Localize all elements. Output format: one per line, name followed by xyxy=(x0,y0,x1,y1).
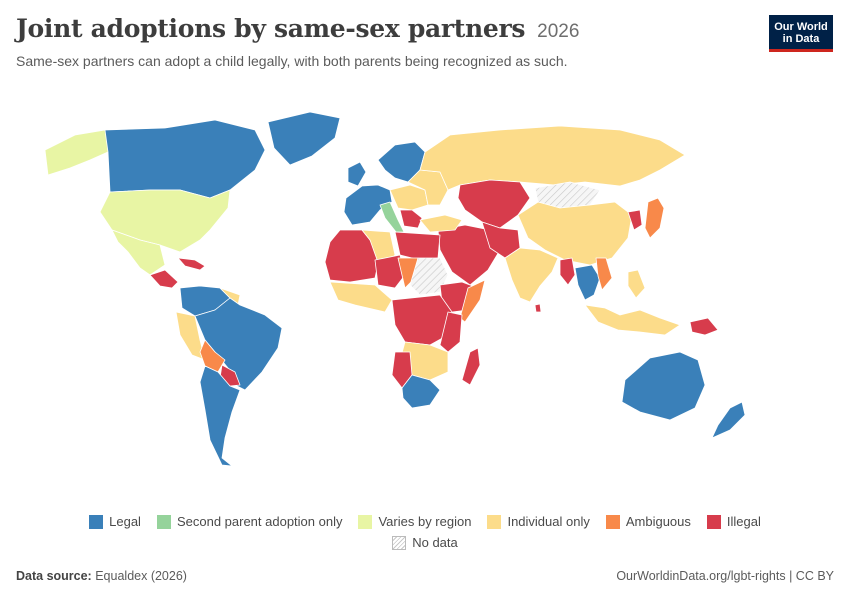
region-new-zealand[interactable] xyxy=(711,401,746,439)
region-sudan[interactable] xyxy=(409,257,449,296)
region-india[interactable] xyxy=(504,247,559,303)
data-source-value: Equaldex (2026) xyxy=(95,569,187,583)
region-japan[interactable] xyxy=(644,197,665,239)
legend-item-illegal[interactable]: Illegal xyxy=(706,514,761,529)
world-map xyxy=(44,111,746,467)
legend-label: No data xyxy=(412,535,458,550)
legend-swatch-hatch xyxy=(392,535,407,550)
region-italy[interactable] xyxy=(379,201,405,233)
chart-title-text: Joint adoptions by same-sex partners xyxy=(16,14,526,43)
region-sri-lanka[interactable] xyxy=(534,303,542,313)
legend-item-varies[interactable]: Varies by region xyxy=(358,514,471,529)
region-argentina-chile[interactable] xyxy=(199,365,241,467)
legend-swatch xyxy=(89,514,104,529)
region-east-africa[interactable] xyxy=(439,311,463,353)
legend-item-no-data[interactable]: No data xyxy=(392,535,458,550)
legend-label: Ambiguous xyxy=(625,514,691,529)
region-middle-east[interactable] xyxy=(437,224,501,286)
logo-line-1: Our World xyxy=(774,21,828,33)
region-canada[interactable] xyxy=(104,119,266,199)
data-source: Data source: Equaldex (2026) xyxy=(16,569,187,583)
region-alaska[interactable] xyxy=(44,129,116,176)
region-southeast-asia-islands[interactable] xyxy=(584,304,681,336)
legend-row: Legal Second parent adoption only Varies… xyxy=(0,514,850,529)
region-central-america[interactable] xyxy=(149,269,179,289)
region-kazakhstan-central-asia[interactable] xyxy=(457,179,531,229)
region-central-africa[interactable] xyxy=(391,294,453,346)
region-vietnam[interactable] xyxy=(595,257,613,291)
region-chad-niger[interactable] xyxy=(374,254,406,289)
legend-swatch xyxy=(358,514,373,529)
chart-title: Joint adoptions by same-sex partners 202… xyxy=(16,14,579,43)
region-greenland[interactable] xyxy=(267,111,341,166)
region-iceland-uk[interactable] xyxy=(347,161,367,187)
region-australia[interactable] xyxy=(621,351,706,421)
legend-item-legal[interactable]: Legal xyxy=(89,514,141,529)
region-thailand-laos[interactable] xyxy=(574,264,601,301)
region-caribbean[interactable] xyxy=(177,257,206,271)
legend-item-ambiguous[interactable]: Ambiguous xyxy=(605,514,691,529)
legend-label: Legal xyxy=(109,514,141,529)
legend-label: Second parent adoption only xyxy=(176,514,343,529)
legend-label: Individual only xyxy=(507,514,590,529)
footer-url[interactable]: OurWorldinData.org/lgbt-rights | CC BY xyxy=(616,569,834,583)
legend-swatch xyxy=(706,514,721,529)
legend-item-individual[interactable]: Individual only xyxy=(487,514,590,529)
region-korea[interactable] xyxy=(627,209,643,231)
region-south-africa[interactable] xyxy=(401,374,441,409)
region-libya-egypt[interactable] xyxy=(394,231,441,261)
region-russia[interactable] xyxy=(419,125,686,191)
region-papua-new-guinea[interactable] xyxy=(689,317,719,336)
legend-label: Illegal xyxy=(726,514,761,529)
logo-line-2: in Data xyxy=(782,33,820,45)
region-china[interactable] xyxy=(517,201,633,266)
region-balkans[interactable] xyxy=(399,209,423,229)
region-myanmar[interactable] xyxy=(559,257,576,286)
legend-swatch xyxy=(156,514,171,529)
legend-swatch xyxy=(605,514,620,529)
region-philippines[interactable] xyxy=(627,269,646,299)
legend: Legal Second parent adoption only Varies… xyxy=(0,514,850,556)
legend-row-no-data: No data xyxy=(0,535,850,550)
region-west-africa[interactable] xyxy=(329,281,393,313)
legend-swatch xyxy=(487,514,502,529)
chart-subtitle: Same-sex partners can adopt a child lega… xyxy=(16,53,568,69)
legend-item-second-parent[interactable]: Second parent adoption only xyxy=(156,514,343,529)
owid-logo[interactable]: Our World in Data xyxy=(769,15,833,52)
chart-year: 2026 xyxy=(537,21,580,42)
region-turkey[interactable] xyxy=(419,214,463,233)
data-source-label: Data source: xyxy=(16,569,92,583)
region-somalia[interactable] xyxy=(459,279,486,323)
legend-label: Varies by region xyxy=(378,514,472,529)
region-madagascar[interactable] xyxy=(461,347,481,386)
